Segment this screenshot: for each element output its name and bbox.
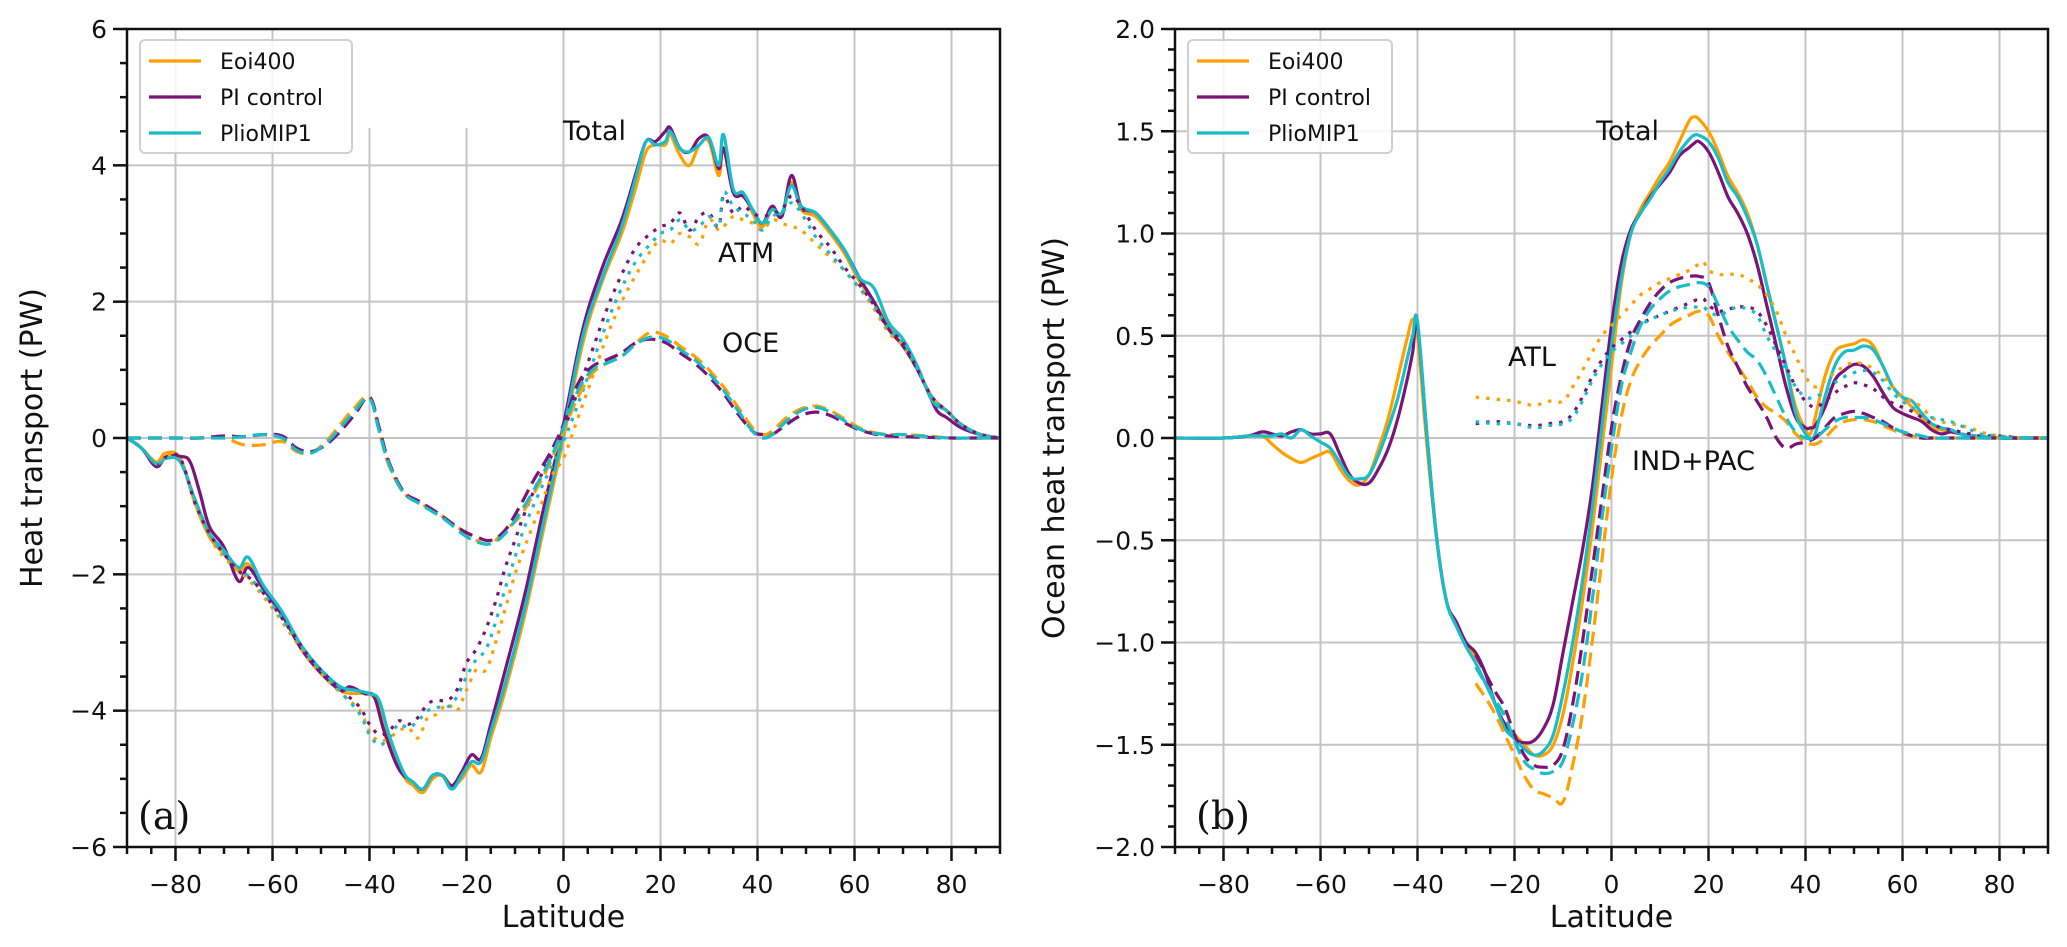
x-tick-label: 80 (936, 870, 968, 899)
y-tick-label: 2 (91, 288, 107, 317)
y-tick-label: −6 (70, 833, 107, 862)
annotation-atl: ATL (1508, 342, 1556, 373)
x-axis-label: Latitude (502, 900, 625, 935)
series-ind-pac-eoi400 (1474, 309, 2048, 806)
series-lines (1174, 115, 2049, 806)
series-ind-pac-pliomip1 (1474, 280, 2048, 776)
axes (113, 27, 1002, 861)
y-tick-label: 0 (91, 424, 107, 453)
series-ind-pac-pi-control (1474, 274, 2048, 770)
legend-box (139, 39, 353, 154)
y-tick-label: −4 (70, 697, 107, 726)
legend: Eoi400 PI control PlioMIP1 (1187, 39, 1393, 154)
series-oce-pliomip1 (126, 335, 1000, 546)
x-tick-label: −60 (1294, 870, 1347, 899)
x-tick-label: 20 (645, 870, 677, 899)
axes (1161, 27, 2050, 861)
x-tick-label: −80 (149, 870, 202, 899)
y-tick-label: 1.0 (1115, 220, 1155, 249)
y-tick-label: 2.0 (1115, 15, 1155, 44)
white-overlay (347, 15, 553, 128)
y-tick-label: −1.0 (1094, 629, 1155, 658)
x-tick-label: −20 (440, 870, 493, 899)
y-tick-label: −1.5 (1094, 731, 1155, 760)
x-tick-label: 40 (742, 870, 774, 899)
y-tick-label: 0.5 (1115, 322, 1155, 351)
x-axis-label: Latitude (1550, 900, 1673, 935)
x-tick-label: −80 (1197, 870, 1250, 899)
panel-tag: (b) (1196, 794, 1250, 838)
x-tick-label: 40 (1790, 870, 1822, 899)
legend-label: Eoi400 (220, 50, 295, 75)
y-tick-label: 1.5 (1115, 117, 1155, 146)
x-tick-label: 60 (1887, 870, 1919, 899)
series-atm-eoi400 (126, 214, 1001, 744)
legend-label: PI control (1268, 86, 1371, 111)
annotation-ind-pac: IND+PAC (1632, 446, 1755, 477)
legend: Eoi400 PI control PlioMIP1 (139, 39, 353, 154)
x-tick-label: −60 (246, 870, 299, 899)
y-tick-label: −2.0 (1094, 833, 1155, 862)
series-atl-pliomip1 (1475, 305, 2049, 440)
legend-box (1187, 39, 1393, 154)
legend-label: Eoi400 (1268, 50, 1343, 75)
legend-label: PlioMIP1 (220, 122, 312, 147)
y-tick-label: −2 (70, 560, 107, 589)
x-tick-label: −40 (343, 870, 396, 899)
x-tick-label: 60 (839, 870, 871, 899)
x-tick-label: −40 (1391, 870, 1444, 899)
x-tick-label: 80 (1984, 870, 2016, 899)
x-tick-label: 0 (1604, 870, 1620, 899)
series-total-pi-control (1174, 139, 2048, 745)
annotation-atm: ATM (718, 238, 774, 269)
series-total-pliomip1 (1174, 133, 2048, 757)
series-lines (126, 125, 1001, 795)
annotations: Total ATL IND+PAC (1508, 116, 1755, 477)
annotation-total: Total (1595, 116, 1659, 147)
y-axis-label: Ocean heat transport (PW) (1037, 237, 1072, 639)
x-tick-label: −20 (1488, 870, 1541, 899)
series-atl-eoi400 (1475, 260, 2049, 440)
y-tick-label: 4 (91, 151, 107, 180)
x-tick-label: 0 (556, 870, 572, 899)
panel-b: −80 −60 −40 −20 0 20 40 60 80 −2.0 −1.5 −1.0 −0.5 0.0… (1037, 15, 2050, 935)
annotation-total: Total (562, 116, 626, 147)
y-axis-label: Heat transport (PW) (15, 288, 50, 588)
legend-label: PI control (220, 86, 323, 111)
y-tick-label: 6 (91, 15, 107, 44)
tick-labels: −80 −60 −40 −20 0 20 40 60 80 −2.0 −1.5 −1.0 −0.5 0.0… (1094, 15, 2015, 899)
x-tick-label: 20 (1693, 870, 1725, 899)
series-total-pliomip1 (126, 129, 1001, 791)
y-tick-label: −0.5 (1094, 526, 1155, 555)
annotations: Total ATM OCE (562, 116, 779, 359)
series-atm-pi-control (126, 194, 1001, 737)
annotation-oce: OCE (722, 328, 779, 359)
y-tick-label: 0.0 (1115, 424, 1155, 453)
panel-tag: (a) (138, 794, 190, 838)
legend-label: PlioMIP1 (1268, 122, 1360, 147)
